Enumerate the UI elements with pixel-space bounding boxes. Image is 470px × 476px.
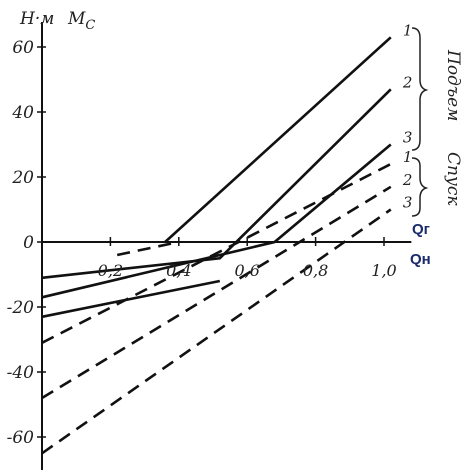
series-label: 3 [403, 194, 413, 212]
series-label: 3 [403, 129, 413, 147]
axes [37, 22, 412, 470]
x-tick-label: 0,2 [98, 261, 123, 280]
x-tick-label: 0,6 [234, 261, 259, 280]
x-axis-label-top: Qг [412, 221, 430, 238]
series-lifting-3 [41, 143, 392, 299]
y-tick-label: 0 [23, 233, 34, 253]
series-label: 1 [403, 148, 413, 166]
y-tick-label: -40 [7, 363, 35, 383]
y-axis-symbol: MC [67, 9, 95, 33]
series-lowering-3 [41, 208, 392, 455]
y-axis-unit: Н·м [19, 9, 54, 29]
y-tick-label: -20 [7, 298, 35, 318]
x-tick-label: 1,0 [371, 261, 396, 280]
x-tick-label: 0,8 [303, 261, 328, 280]
y-tick-label: 40 [11, 103, 34, 123]
label-lowering: Спуск [443, 152, 463, 206]
series-label: 1 [403, 21, 413, 39]
series-label: 2 [402, 73, 413, 91]
label-lifting: Подъем [443, 49, 463, 121]
series-label: 2 [402, 171, 413, 189]
series-lifting-2 [41, 88, 392, 280]
series-lifting-1 [164, 36, 392, 243]
bracket-lowering [411, 157, 429, 217]
series-lowering-extra-7 [116, 240, 180, 257]
y-tick-label: -60 [7, 428, 35, 448]
y-tick-label: 60 [12, 38, 34, 58]
bracket-lifting [411, 27, 429, 151]
x-tick-label: 0,4 [166, 261, 191, 280]
series-lowering-2 [41, 185, 392, 400]
series-lifting-extra-3 [41, 279, 221, 319]
y-tick-label: 20 [11, 168, 34, 188]
series-layer [41, 36, 392, 455]
series-lowering-1 [41, 162, 392, 344]
x-axis-label-bottom: Qн [410, 251, 431, 268]
